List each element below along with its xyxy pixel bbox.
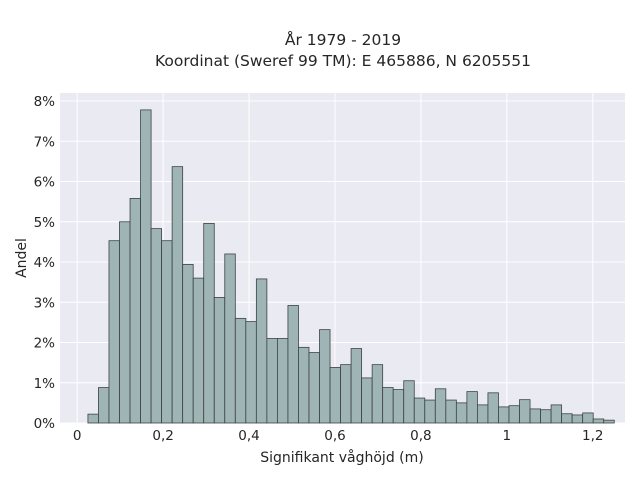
histogram-bar — [498, 406, 510, 424]
histogram-bar — [192, 277, 205, 424]
histogram-bar — [234, 317, 247, 424]
histogram-bar — [266, 338, 278, 424]
histogram-bar — [487, 392, 499, 424]
x-tick-labels: 0 0,2 0,4 0,6 0,8 1 1,2 — [73, 428, 604, 444]
x-tick-label: 1,2 — [582, 428, 603, 444]
y-axis-label: Andel — [14, 238, 30, 278]
histogram-bar — [392, 389, 405, 424]
histogram-bar — [466, 391, 478, 424]
histogram-bar — [455, 402, 468, 424]
histogram-bar — [245, 321, 257, 424]
histogram-bar — [129, 198, 141, 424]
histogram-bar — [255, 278, 268, 424]
histogram-bar — [350, 348, 363, 424]
y-tick-label: 3% — [34, 295, 56, 311]
histogram-bar — [371, 364, 384, 424]
chart-title-line2: Koordinat (Sweref 99 TM): E 465886, N 62… — [155, 52, 531, 70]
histogram-bars — [87, 109, 615, 424]
histogram-bar — [277, 338, 289, 424]
histogram-bar — [424, 399, 436, 424]
histogram-bar — [477, 404, 489, 424]
histogram-bar — [150, 228, 163, 424]
histogram-bar — [319, 329, 331, 424]
histogram-bar — [529, 408, 541, 424]
histogram-bar — [87, 413, 99, 424]
histogram-bar — [224, 253, 236, 424]
histogram-bar — [298, 346, 310, 424]
histogram-bar — [182, 264, 194, 424]
histogram-bar — [582, 412, 594, 424]
histogram-bar — [119, 221, 131, 424]
x-tick-label: 0,4 — [238, 428, 259, 444]
histogram-bar — [561, 413, 573, 424]
y-tick-label: 4% — [34, 255, 56, 271]
x-tick-label: 0 — [73, 428, 82, 444]
x-axis-label: Signifikant våghöjd (m) — [260, 449, 423, 466]
y-tick-label: 0% — [34, 416, 56, 432]
histogram-bar — [98, 387, 110, 424]
y-tick-label: 5% — [34, 215, 56, 231]
histogram-bar — [340, 364, 352, 424]
y-tick-label: 8% — [34, 94, 56, 110]
histogram-bar — [161, 240, 173, 424]
histogram-bar — [171, 166, 184, 424]
histogram-bar — [382, 387, 394, 424]
histogram-bar — [203, 222, 215, 424]
y-tick-label: 2% — [34, 336, 56, 352]
histogram-bar — [592, 418, 605, 424]
y-tick-labels: 0% 1% 2% 3% 4% 5% 6% 7% 8% — [34, 94, 56, 432]
histogram-bar — [445, 399, 457, 424]
histogram-bar — [140, 109, 152, 424]
x-tick-label: 1 — [503, 428, 512, 444]
histogram-bar — [603, 419, 615, 424]
histogram-bar — [434, 388, 447, 424]
y-tick-label: 1% — [34, 376, 56, 392]
histogram-bar — [540, 409, 552, 424]
x-tick-label: 0,8 — [410, 428, 431, 444]
histogram-bar — [519, 399, 531, 424]
y-tick-label: 6% — [34, 175, 56, 191]
histogram-bar — [361, 377, 373, 424]
histogram-bar — [287, 305, 299, 424]
histogram-bar — [508, 405, 520, 424]
histogram-bar — [403, 380, 415, 424]
chart-title-line1: År 1979 - 2019 — [285, 30, 401, 49]
histogram-bar — [571, 414, 584, 424]
histogram-bar — [213, 297, 226, 424]
x-tick-label: 0,6 — [324, 428, 345, 444]
histogram-bar — [108, 240, 120, 424]
histogram-bar — [329, 367, 341, 424]
y-tick-label: 7% — [34, 134, 56, 150]
histogram-bar — [413, 397, 426, 424]
histogram-bar — [550, 404, 563, 424]
histogram-bar — [308, 352, 320, 424]
x-tick-label: 0,2 — [152, 428, 173, 444]
